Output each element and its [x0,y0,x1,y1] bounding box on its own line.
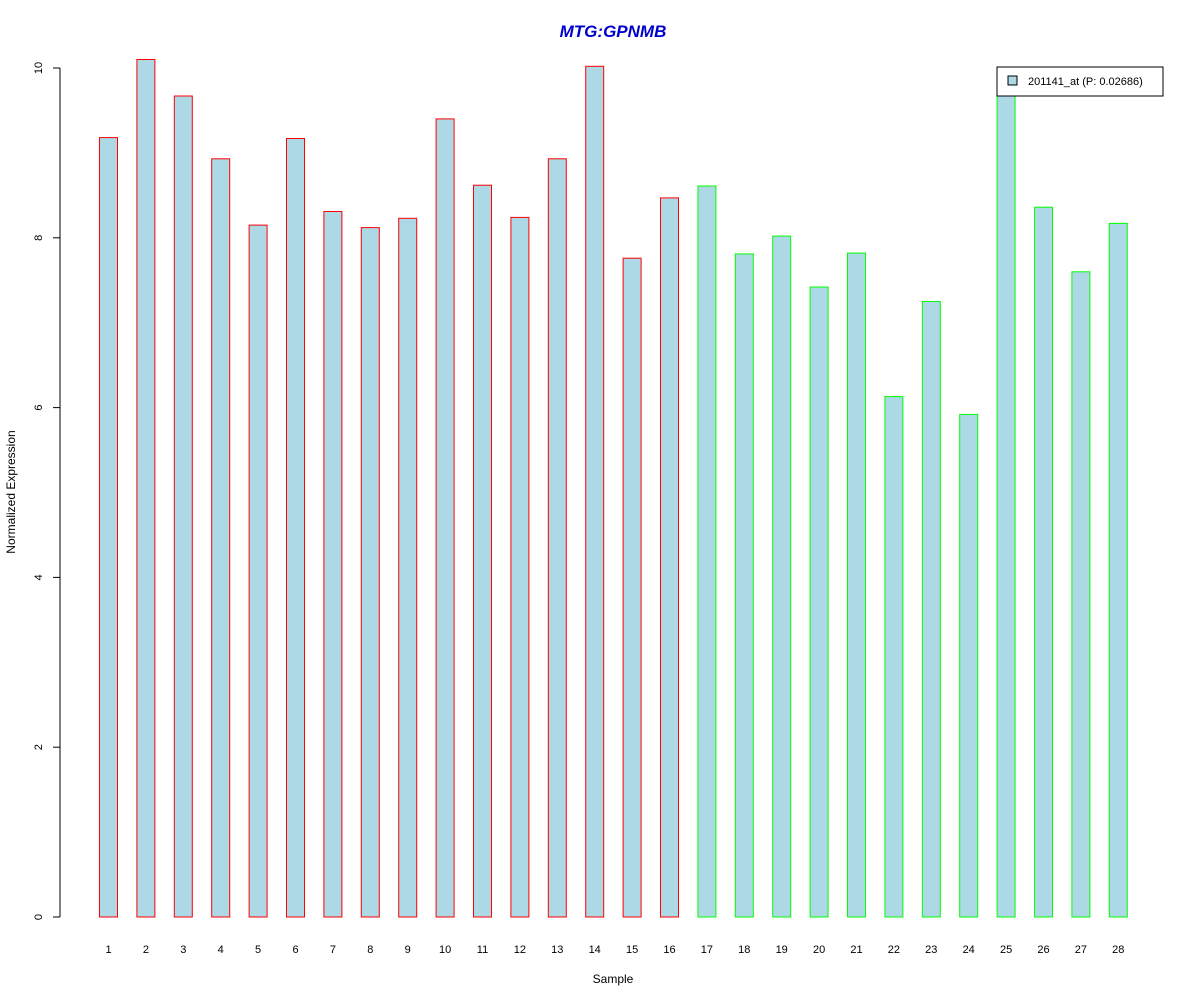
y-axis-label: Normalized Expression [4,430,18,553]
bar [809,286,829,918]
x-tick-label: 4 [218,944,224,956]
y-tick-label: 4 [33,574,45,580]
x-tick-label: 20 [813,944,825,956]
y-axis: 0 2 4 6 8 10 [33,62,61,920]
bar [921,301,941,918]
legend-box [996,66,1164,97]
bar [585,65,605,918]
bar [884,396,904,918]
x-tick-label: 3 [180,944,186,956]
x-tick-label: 19 [776,944,788,956]
x-tick-label: 28 [1112,944,1124,956]
bars [99,59,1128,918]
x-tick-label: 22 [888,944,900,956]
bar [435,118,455,918]
x-tick-label: 17 [701,944,713,956]
bar [1108,222,1128,918]
y-tick-label: 8 [33,235,45,241]
legend-swatch [1007,75,1018,86]
bar [697,185,717,918]
bar [398,217,418,918]
bar [772,235,792,918]
chart-title: MTG:GPNMB [560,22,667,41]
bar [473,184,492,918]
bar [959,413,979,918]
x-tick-label: 2 [143,944,149,956]
bar [99,137,118,918]
x-tick-labels: 1 2 3 4 5 6 7 8 9 10 11 12 13 14 15 16 17 18 19 20 21 22 23 24 2… [105,944,1124,956]
x-tick-label: 24 [963,944,975,956]
x-tick-label: 13 [551,944,563,956]
x-axis-label: Sample [593,972,634,986]
legend-label: 201141_at (P: 0.02686) [1028,76,1143,88]
y-tick-label: 6 [33,405,45,411]
x-tick-label: 26 [1037,944,1049,956]
x-tick-label: 7 [330,944,336,956]
x-tick-label: 23 [925,944,937,956]
x-tick-label: 5 [255,944,261,956]
bar [286,138,305,918]
x-tick-label: 12 [514,944,526,956]
bar [360,227,380,918]
x-tick-label: 21 [850,944,862,956]
x-tick-label: 25 [1000,944,1012,956]
x-tick-label: 18 [738,944,750,956]
x-tick-label: 14 [589,944,601,956]
bar [173,95,193,918]
bar [211,158,231,918]
x-tick-label: 15 [626,944,638,956]
bar [248,224,268,918]
bar [510,216,530,918]
x-tick-label: 10 [439,944,451,956]
x-tick-label: 27 [1075,944,1087,956]
bar [1071,271,1091,918]
x-tick-label: 8 [367,944,373,956]
bar [547,158,567,918]
bar [1034,206,1053,918]
y-tick-label: 2 [33,744,45,750]
x-tick-label: 16 [663,944,675,956]
legend: 201141_at (P: 0.02686) [996,66,1164,97]
bar [847,252,866,918]
bar [660,197,679,918]
x-tick-label: 9 [405,944,411,956]
bar [136,59,156,918]
x-tick-label: 1 [105,944,111,956]
bar [622,257,642,918]
x-tick-label: 11 [477,944,488,956]
y-tick-label: 10 [33,62,45,74]
bar [323,211,343,918]
y-tick-label: 0 [33,914,45,920]
x-tick-label: 6 [292,944,298,956]
bar [996,84,1016,918]
bar [734,253,754,918]
